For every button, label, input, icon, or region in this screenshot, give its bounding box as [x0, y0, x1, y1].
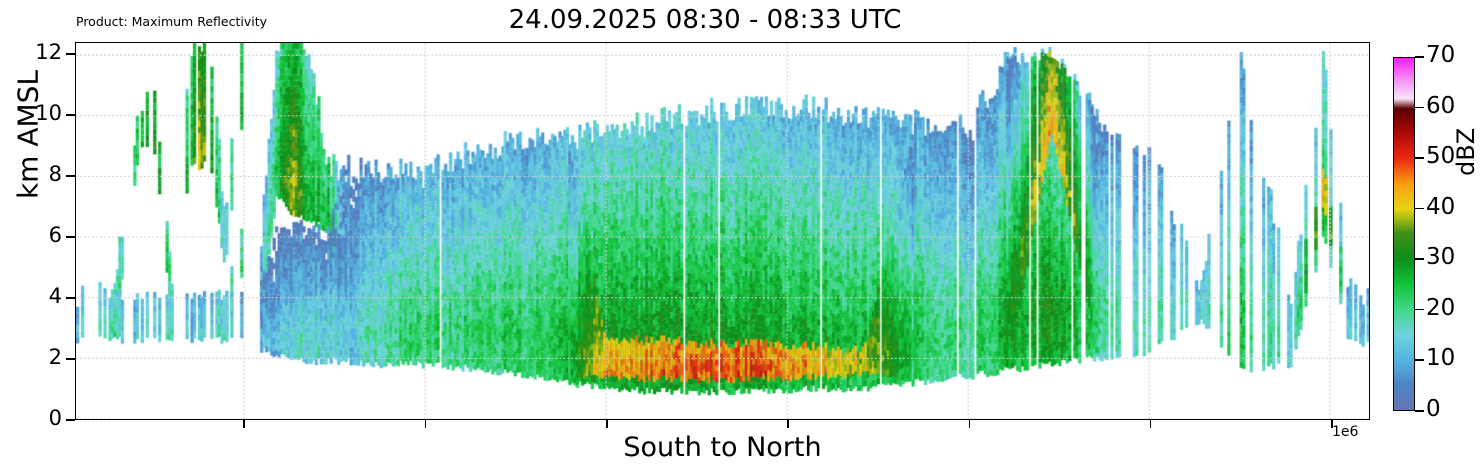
- plot-area: [75, 42, 1370, 420]
- y-tick-mark-10: [66, 114, 75, 116]
- colorbar-tick-label-50: 50: [1426, 143, 1456, 170]
- y-tick-label-10: 10: [35, 101, 62, 126]
- colorbar: [1393, 57, 1415, 411]
- colorbar-title: dBZ: [1452, 127, 1480, 176]
- y-tick-mark-6: [66, 236, 75, 238]
- x-tick-mark-3: [787, 420, 789, 428]
- y-tick-label-12: 12: [35, 40, 62, 65]
- y-tick-label-2: 2: [48, 345, 62, 370]
- colorbar-tick-label-60: 60: [1426, 92, 1456, 119]
- colorbar-tick-mark-30: [1415, 258, 1424, 260]
- y-tick-mark-8: [66, 175, 75, 177]
- x-tick-mark-5: [1149, 420, 1152, 428]
- x-axis-offset-text: 1e6: [1332, 424, 1359, 440]
- y-tick-label-8: 8: [48, 162, 62, 187]
- y-tick-label-0: 0: [48, 406, 62, 430]
- colorbar-tick-mark-20: [1415, 308, 1424, 311]
- y-tick-mark-0: [66, 419, 75, 421]
- x-tick-mark-0: [243, 420, 245, 428]
- colorbar-tick-mark-50: [1415, 157, 1424, 159]
- colorbar-tick-mark-40: [1415, 207, 1424, 210]
- colorbar-tick-mark-70: [1415, 56, 1424, 58]
- colorbar-tick-label-10: 10: [1426, 345, 1456, 372]
- x-tick-mark-2: [605, 420, 608, 428]
- x-tick-mark-6: [1331, 420, 1333, 428]
- colorbar-tick-mark-0: [1415, 410, 1424, 412]
- x-axis-label: South to North: [623, 432, 822, 463]
- product-label: Product: Maximum Reflectivity: [76, 14, 268, 29]
- y-tick-mark-2: [66, 358, 75, 360]
- colorbar-tick-mark-60: [1415, 106, 1424, 109]
- chart-title: 24.09.2025 08:30 - 08:33 UTC: [508, 5, 902, 35]
- y-tick-mark-12: [66, 53, 75, 55]
- colorbar-tick-label-70: 70: [1426, 42, 1456, 68]
- y-tick-label-6: 6: [48, 223, 62, 248]
- y-tick-mark-4: [66, 297, 75, 299]
- colorbar-tick-label-40: 40: [1426, 193, 1456, 220]
- y-tick-label-4: 4: [48, 284, 62, 309]
- reflectivity-heatmap: [76, 43, 1369, 419]
- colorbar-tick-label-0: 0: [1426, 396, 1441, 422]
- colorbar-gradient: [1394, 58, 1414, 410]
- colorbar-tick-label-30: 30: [1426, 244, 1456, 271]
- colorbar-tick-mark-10: [1415, 359, 1424, 362]
- colorbar-tick-label-20: 20: [1426, 294, 1456, 321]
- x-tick-mark-1: [424, 420, 427, 428]
- x-tick-mark-4: [968, 420, 971, 428]
